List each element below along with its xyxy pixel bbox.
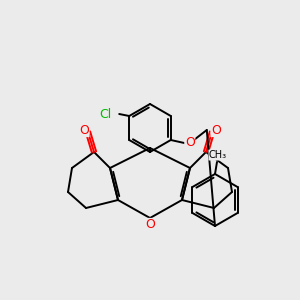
Text: O: O [79, 124, 89, 136]
Text: O: O [145, 218, 155, 232]
Text: Cl: Cl [99, 107, 111, 121]
Text: O: O [185, 136, 195, 149]
Text: CH₃: CH₃ [209, 150, 227, 160]
Text: O: O [211, 124, 221, 136]
